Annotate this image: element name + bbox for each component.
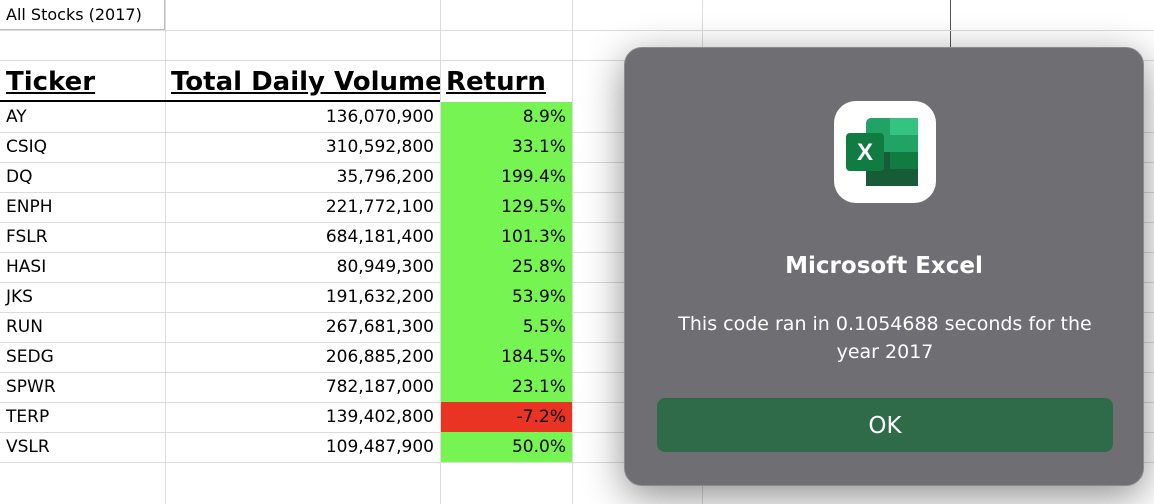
volume-cell[interactable]: 109,487,900 (325, 437, 434, 457)
volume-cell[interactable]: 191,632,200 (325, 287, 434, 307)
grid-line (0, 282, 1154, 283)
volume-cell[interactable]: 139,402,800 (325, 407, 434, 427)
grid-line (0, 60, 1154, 61)
volume-cell[interactable]: 136,070,900 (325, 107, 434, 127)
ticker-cell[interactable]: CSIQ (6, 137, 48, 157)
ticker-cell[interactable]: SPWR (6, 377, 56, 397)
grid-line (0, 312, 1154, 313)
grid-line (0, 402, 1154, 403)
return-cell[interactable]: -7.2% (441, 402, 572, 432)
grid-line (0, 162, 1154, 163)
return-cell[interactable]: 50.0% (441, 432, 572, 462)
excel-icon: X (834, 101, 936, 203)
grid-line (0, 342, 1154, 343)
return-cell[interactable]: 23.1% (441, 372, 572, 402)
ticker-cell[interactable]: JKS (6, 287, 33, 307)
volume-cell[interactable]: 206,885,200 (325, 347, 434, 367)
header-border (0, 100, 440, 102)
return-cell[interactable]: 53.9% (441, 282, 572, 312)
return-cell[interactable]: 5.5% (441, 312, 572, 342)
grid-line (0, 222, 1154, 223)
dialog-message: This code ran in 0.1054688 seconds for t… (678, 313, 1092, 363)
ticker-cell[interactable]: TERP (6, 407, 50, 427)
grid-line (0, 30, 1154, 31)
grid-line (0, 372, 1154, 373)
grid-line (0, 462, 1154, 463)
volume-cell[interactable]: 267,681,300 (325, 317, 434, 337)
ticker-cell[interactable]: DQ (6, 167, 33, 187)
return-cell[interactable]: 199.4% (441, 162, 572, 192)
header-ticker[interactable]: Ticker (6, 67, 96, 97)
header-return[interactable]: Return (446, 67, 546, 97)
excel-icon-letter: X (857, 139, 873, 166)
return-cell[interactable]: 129.5% (441, 192, 572, 222)
ticker-cell[interactable]: FSLR (6, 227, 48, 247)
dialog-title: Microsoft Excel (785, 253, 983, 279)
volume-cell[interactable]: 35,796,200 (336, 167, 434, 187)
grid-line (0, 252, 1154, 253)
ticker-cell[interactable]: AY (6, 107, 27, 127)
grid-line (0, 132, 1154, 133)
volume-cell[interactable]: 310,592,800 (325, 137, 434, 157)
ticker-cell[interactable]: VSLR (6, 437, 50, 457)
alert-dialog: X Microsoft Excel This code ran in 0.105… (624, 47, 1144, 486)
return-cell[interactable]: 25.8% (441, 252, 572, 282)
grid-line (950, 0, 951, 50)
grid-line (0, 192, 1154, 193)
sheet-title[interactable]: All Stocks (2017) (0, 0, 165, 30)
volume-cell[interactable]: 782,187,000 (325, 377, 434, 397)
header-total-daily-volume[interactable]: Total Daily Volume (171, 67, 440, 97)
ticker-cell[interactable]: ENPH (6, 197, 53, 217)
ticker-cell[interactable]: RUN (6, 317, 43, 337)
grid-line (0, 432, 1154, 433)
return-cell[interactable]: 101.3% (441, 222, 572, 252)
return-cell[interactable]: 184.5% (441, 342, 572, 372)
return-cell[interactable]: 33.1% (441, 132, 572, 162)
ticker-cell[interactable]: HASI (6, 257, 47, 277)
volume-cell[interactable]: 80,949,300 (336, 257, 434, 277)
ticker-cell[interactable]: SEDG (6, 347, 54, 367)
volume-cell[interactable]: 221,772,100 (325, 197, 434, 217)
ok-button[interactable]: OK (657, 398, 1113, 452)
volume-cell[interactable]: 684,181,400 (325, 227, 434, 247)
return-cell[interactable]: 8.9% (441, 102, 572, 132)
